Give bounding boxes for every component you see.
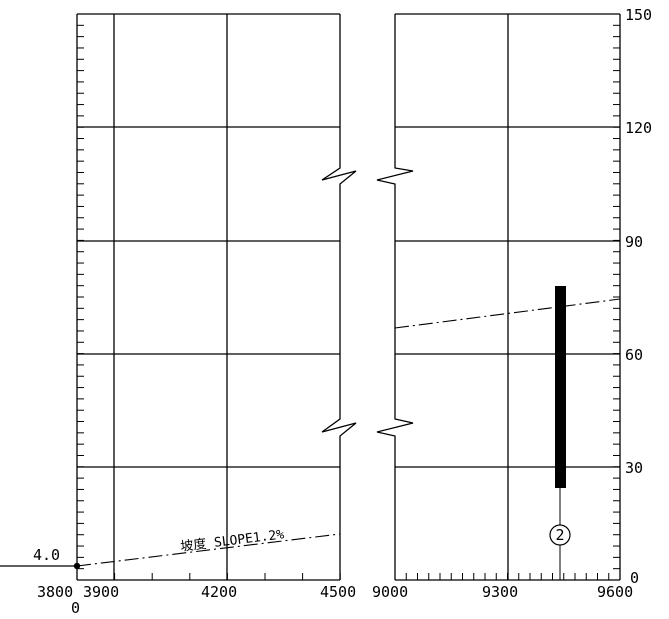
left-panel-minor-ticks bbox=[77, 13, 84, 581]
x-label-9600: 9600 bbox=[597, 583, 633, 601]
slope-label: 坡度 SLOPE1.2% bbox=[180, 526, 286, 555]
y-label-30: 30 bbox=[625, 459, 643, 477]
y-label-60: 60 bbox=[625, 346, 643, 364]
y-label-120: 120 bbox=[625, 119, 652, 137]
pier-column bbox=[555, 286, 566, 488]
slope-line-left bbox=[76, 533, 341, 567]
x-origin-label: 0 bbox=[71, 599, 80, 617]
x-label-9000: 9000 bbox=[372, 583, 408, 601]
pier-number: 2 bbox=[555, 526, 564, 544]
x-label-3800: 3800 bbox=[37, 583, 73, 601]
slope-line-right bbox=[394, 298, 621, 329]
y-label-90: 90 bbox=[625, 233, 643, 251]
y-label-0: 0 bbox=[630, 569, 639, 587]
left-panel-grid bbox=[76, 13, 357, 581]
y-label-150: 150 bbox=[625, 6, 652, 24]
right-panel-grid bbox=[376, 13, 621, 581]
x-label-4500: 4500 bbox=[320, 583, 356, 601]
x-label-9300: 9300 bbox=[482, 583, 518, 601]
level-label: 4.0 bbox=[33, 546, 60, 564]
x-label-4200: 4200 bbox=[201, 583, 237, 601]
right-panel-x-ticks bbox=[394, 573, 621, 580]
x-label-3900: 3900 bbox=[83, 583, 119, 601]
right-panel-minor-ticks bbox=[613, 13, 620, 581]
left-panel-x-ticks bbox=[76, 573, 341, 580]
pier-number-circle bbox=[549, 524, 571, 546]
